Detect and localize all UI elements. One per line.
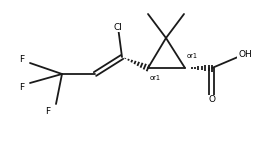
Text: F: F: [45, 107, 51, 116]
Text: or1: or1: [187, 53, 198, 59]
Text: O: O: [209, 96, 215, 105]
Text: Cl: Cl: [113, 22, 122, 32]
Text: F: F: [19, 83, 25, 91]
Text: or1: or1: [150, 75, 161, 81]
Text: F: F: [19, 55, 25, 63]
Text: OH: OH: [238, 50, 252, 59]
